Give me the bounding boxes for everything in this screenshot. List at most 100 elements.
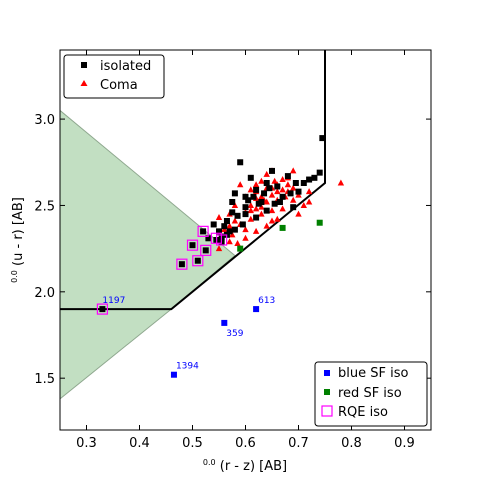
isolated-point xyxy=(216,228,222,235)
axis-ticks: 0.3 0.4 0.5 0.6 0.7 0.8 0.9 1.5 2.0 2.5 3.0 xyxy=(34,50,431,451)
isolated-point xyxy=(287,190,294,197)
coma-point xyxy=(263,222,270,229)
isolated-point xyxy=(223,218,230,224)
coma-point xyxy=(252,181,260,188)
isolated-point xyxy=(229,199,236,205)
coma-point xyxy=(290,167,297,174)
boundary-line xyxy=(60,50,326,311)
blue-sf-iso-label: 1394 xyxy=(176,362,199,372)
coma-point xyxy=(337,179,345,186)
isolated-point xyxy=(279,193,286,200)
x-tick-label: 0.8 xyxy=(341,436,362,451)
isolated-point xyxy=(255,200,262,207)
blue-sf-iso-label: 613 xyxy=(258,296,275,306)
coma-point xyxy=(242,226,249,233)
isolated-point xyxy=(231,190,238,197)
legend-top: isolated Coma xyxy=(63,54,165,99)
legend-top-box xyxy=(63,54,165,99)
rqe-iso-point xyxy=(200,244,212,256)
coma-point xyxy=(231,217,239,224)
coma-point xyxy=(268,191,276,198)
red-sf-iso-point xyxy=(279,224,286,231)
coma-point xyxy=(295,210,302,217)
coma-point xyxy=(226,222,233,229)
plot-area: 1394 359 613 1197 xyxy=(60,50,345,400)
coma-point xyxy=(258,177,265,184)
isolated-point xyxy=(229,209,236,216)
legend-isolated-marker xyxy=(81,62,87,68)
coma-point xyxy=(290,184,297,191)
red-sf-iso-point xyxy=(316,219,323,226)
isolated-point xyxy=(194,257,201,264)
isolated-point xyxy=(200,228,207,235)
isolated-point xyxy=(316,169,323,176)
isolated-point xyxy=(237,159,244,166)
legend-coma-marker xyxy=(80,80,88,86)
blue-sf-iso-point xyxy=(170,371,177,378)
legend-blue-sf-label: blue SF iso xyxy=(338,366,408,381)
legend-red-sf-label: red SF iso xyxy=(338,386,402,401)
coma-point xyxy=(290,196,297,203)
legend-isolated-label: isolated xyxy=(100,59,151,74)
x-tick-label: 0.5 xyxy=(182,436,203,451)
coma-point xyxy=(247,215,254,222)
y-tick-label: 2.5 xyxy=(34,199,55,214)
coma-point xyxy=(300,201,307,208)
blue-sf-iso-label: 359 xyxy=(226,329,243,339)
blue-sf-iso-point xyxy=(221,319,228,326)
isolated-point xyxy=(239,221,246,228)
x-axis-label: 0.0 (r - z) [AB] xyxy=(203,458,287,474)
coma-point xyxy=(247,207,254,214)
coma-point xyxy=(268,217,276,224)
rqe-iso-point xyxy=(176,258,188,270)
coma-point xyxy=(271,177,278,184)
coma-point xyxy=(237,181,244,188)
coma-point xyxy=(234,239,241,246)
isolated-point xyxy=(242,204,249,211)
coma-point xyxy=(305,198,313,205)
coma-point xyxy=(284,181,292,188)
isolated-point xyxy=(263,207,270,214)
x-tick-label: 0.7 xyxy=(288,436,309,451)
y-tick-label: 1.5 xyxy=(34,372,55,387)
y-tick-label: 3.0 xyxy=(34,113,55,128)
coma-point xyxy=(215,214,223,221)
y-tick-label: 2.0 xyxy=(34,286,55,301)
isolated-point xyxy=(253,214,260,221)
isolated-point xyxy=(189,242,196,249)
coma-point xyxy=(242,234,249,241)
x-tick-label: 0.3 xyxy=(76,436,97,451)
isolated-point xyxy=(263,180,270,186)
coma-point xyxy=(247,201,254,208)
rqe-iso-label: 1197 xyxy=(102,296,125,306)
coma-point xyxy=(274,188,281,195)
isolated-point xyxy=(242,211,249,218)
coma-point xyxy=(268,207,276,214)
isolated-point xyxy=(210,221,217,228)
rqe-iso-point xyxy=(197,225,209,237)
legend-rqe-marker xyxy=(321,405,333,417)
isolated-point xyxy=(250,193,257,200)
isolated-point xyxy=(247,174,254,181)
coma-point xyxy=(252,205,260,212)
isolated-point xyxy=(295,188,302,195)
isolated-point xyxy=(319,135,326,142)
isolated-point xyxy=(292,180,299,186)
legend-red-sf-marker xyxy=(324,389,330,395)
isolated-point xyxy=(245,197,252,204)
isolated-point xyxy=(269,167,275,174)
isolated-point xyxy=(266,185,273,192)
rqe-iso-point xyxy=(186,239,199,251)
coma-point xyxy=(215,245,223,252)
isolated-point xyxy=(276,199,283,205)
coma-point xyxy=(263,170,270,177)
isolated-point xyxy=(99,306,106,313)
rqe-iso-point xyxy=(216,234,228,246)
x-tick-label: 0.6 xyxy=(235,436,256,451)
coma-point xyxy=(226,238,233,245)
coma-point xyxy=(305,188,313,195)
y-axis-label: 0.0 (u - r) [AB] xyxy=(10,197,26,283)
isolated-point xyxy=(261,190,268,197)
rqe-iso-point xyxy=(96,303,109,315)
isolated-point xyxy=(311,174,318,181)
